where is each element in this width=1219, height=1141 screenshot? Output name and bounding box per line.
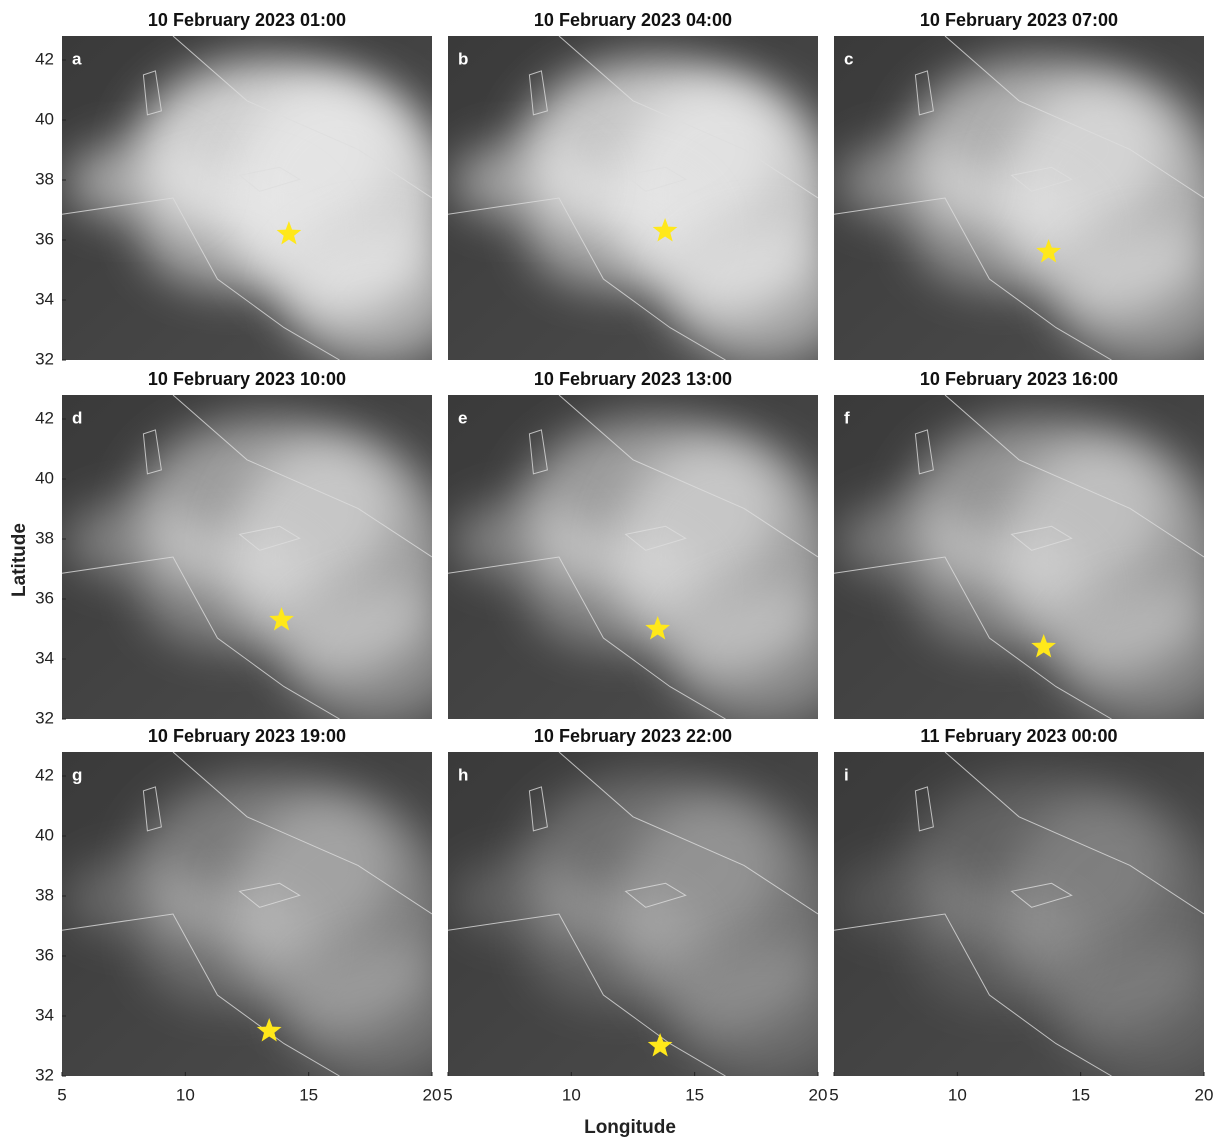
cloud (838, 858, 978, 938)
cloud (287, 584, 467, 724)
panel-letter: a (72, 49, 82, 68)
panel-title: 10 February 2023 04:00 (534, 10, 732, 30)
figure: Longitude Latitude 10 February 2023 01:0… (0, 0, 1219, 1141)
y-tick-label: 36 (35, 588, 54, 607)
y-tick-label: 36 (35, 945, 54, 964)
panel: 10 February 2023 10:00 d 32 34 36 38 40 42 (35, 369, 466, 728)
x-axis-label: Longitude (584, 1117, 676, 1138)
x-tick-label: 10 (948, 1085, 967, 1104)
y-tick-label: 32 (35, 349, 54, 368)
x-tick-label: 20 (1195, 1085, 1214, 1104)
panel-letter: g (72, 765, 82, 784)
cloud (673, 225, 853, 365)
cloud (452, 858, 592, 938)
y-tick-label: 40 (35, 109, 54, 128)
y-axis-label: Latitude (9, 523, 30, 597)
panel-title: 10 February 2023 13:00 (534, 369, 732, 389)
y-tick-label: 32 (35, 1065, 54, 1084)
panel: 10 February 2023 16:00 f (834, 369, 1219, 724)
cloud (452, 142, 592, 222)
panel-title: 10 February 2023 10:00 (148, 369, 346, 389)
x-tick-label: 5 (57, 1085, 66, 1104)
y-tick-label: 32 (35, 708, 54, 727)
panel: 10 February 2023 13:00 e (448, 369, 853, 724)
y-tick-label: 34 (35, 1005, 54, 1024)
y-tick-label: 38 (35, 885, 54, 904)
cloud (66, 501, 206, 581)
cloud (287, 225, 467, 365)
x-tick-label: 10 (176, 1085, 195, 1104)
panel-title: 10 February 2023 01:00 (148, 10, 346, 30)
x-tick-label: 15 (299, 1085, 318, 1104)
x-tick-label: 5 (443, 1085, 452, 1104)
y-tick-label: 36 (35, 229, 54, 248)
cloud (673, 941, 853, 1081)
cloud (66, 142, 206, 222)
panel: 10 February 2023 07:00 c (834, 10, 1219, 365)
cloud (838, 501, 978, 581)
panel: 10 February 2023 19:00 g 32 34 36 38 40 42 5 10 15… (35, 726, 466, 1105)
y-tick-label: 38 (35, 528, 54, 547)
panel-title: 11 February 2023 00:00 (920, 726, 1117, 746)
cloud (673, 584, 853, 724)
y-tick-label: 40 (35, 825, 54, 844)
x-tick-label: 15 (1071, 1085, 1090, 1104)
panel: 10 February 2023 04:00 b (448, 10, 853, 365)
cloud (66, 858, 206, 938)
panel-title: 10 February 2023 22:00 (534, 726, 732, 746)
y-tick-label: 38 (35, 169, 54, 188)
x-tick-label: 15 (685, 1085, 704, 1104)
panel-letter: c (844, 49, 853, 68)
panel: 10 February 2023 22:00 h 5 10 15 20 (443, 726, 852, 1105)
y-tick-label: 42 (35, 49, 54, 68)
y-tick-label: 34 (35, 289, 54, 308)
cloud (838, 142, 978, 222)
panel-letter: d (72, 408, 82, 427)
panel-title: 10 February 2023 19:00 (148, 726, 346, 746)
panel-title: 10 February 2023 07:00 (920, 10, 1118, 30)
panel: 11 February 2023 00:00 i 5 10 15 20 (829, 726, 1219, 1105)
x-tick-label: 20 (809, 1085, 828, 1104)
cloud (287, 941, 467, 1081)
panel: 10 February 2023 01:00 a 32 34 36 38 40 42 (35, 10, 466, 369)
x-tick-label: 5 (829, 1085, 838, 1104)
panel-letter: e (458, 408, 467, 427)
panel-title: 10 February 2023 16:00 (920, 369, 1118, 389)
panel-letter: b (458, 49, 468, 68)
x-tick-label: 10 (562, 1085, 581, 1104)
y-tick-label: 42 (35, 765, 54, 784)
x-tick-label: 20 (423, 1085, 442, 1104)
y-tick-label: 42 (35, 408, 54, 427)
panel-letter: f (844, 408, 850, 427)
y-tick-label: 40 (35, 468, 54, 487)
y-tick-label: 34 (35, 648, 54, 667)
panel-letter: i (844, 765, 849, 784)
panel-letter: h (458, 765, 468, 784)
cloud (452, 501, 592, 581)
